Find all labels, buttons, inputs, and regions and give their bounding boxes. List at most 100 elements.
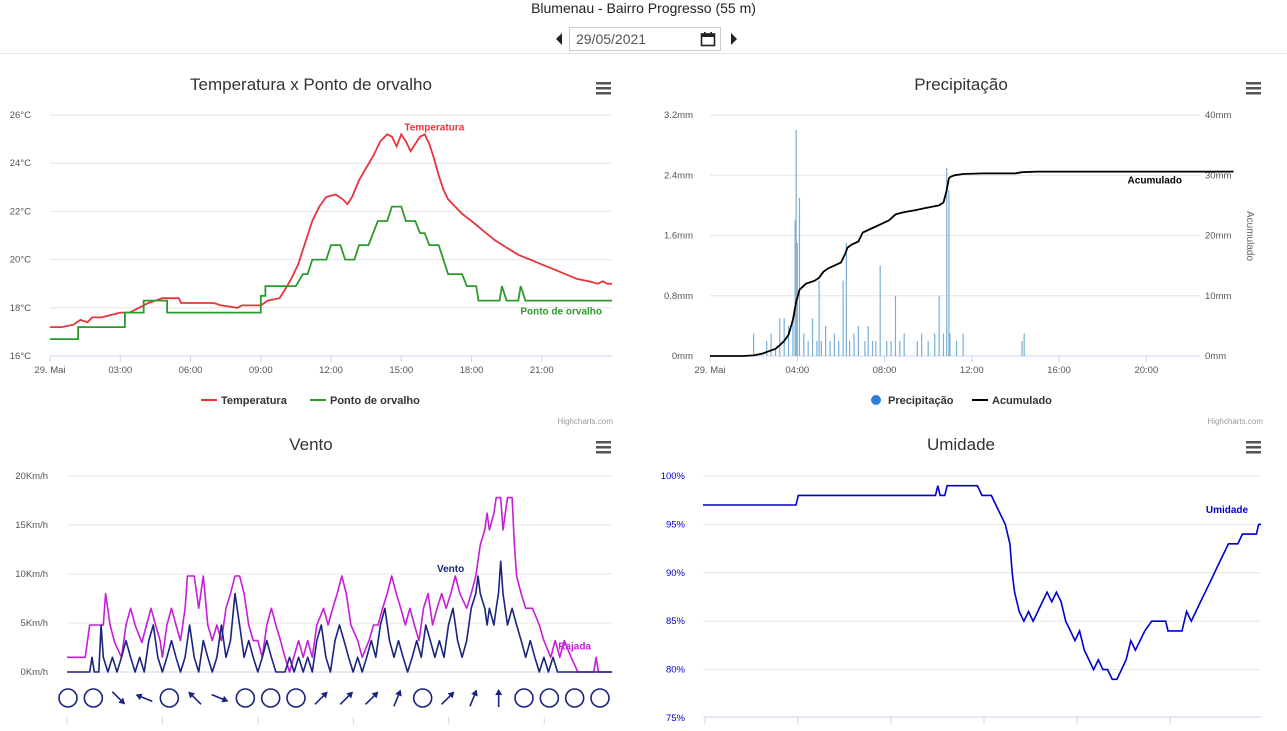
legend-item-ponto-de-orvalho[interactable]: Ponto de orvalho <box>310 395 420 407</box>
precip-bar[interactable] <box>794 220 796 356</box>
precip-bar[interactable] <box>798 197 801 356</box>
precip-bar[interactable] <box>811 318 814 356</box>
precip-bar[interactable] <box>842 280 844 356</box>
series-line-umidade[interactable] <box>703 484 1261 681</box>
precip-bar[interactable] <box>886 340 888 356</box>
wind-arrow-icon <box>188 691 202 705</box>
calendar-icon[interactable] <box>700 31 716 47</box>
precip-bar[interactable] <box>879 265 881 356</box>
precip-bar[interactable] <box>825 325 827 356</box>
humidity-chart: Umidade 75% 80% 85% 90% 95% 100% Umidade <box>661 435 1261 724</box>
series-label: Umidade <box>1206 505 1249 516</box>
legend: Temperatura Ponto de orvalho <box>201 395 420 407</box>
temperature-chart: Temperatura x Ponto de orvalho 16°C 18°C 2… <box>10 75 614 426</box>
next-day-icon[interactable] <box>729 32 739 46</box>
legend-item-temperatura[interactable]: Temperatura <box>201 395 288 407</box>
wind-direction-row <box>58 688 610 708</box>
calm-wind-icon <box>235 688 256 708</box>
precip-bar[interactable] <box>779 318 781 356</box>
y-tick-label: 20°C <box>10 255 31 266</box>
precip-bar[interactable] <box>795 130 797 356</box>
x-tick-label: 12:00 <box>960 365 984 376</box>
calm-wind-icon <box>514 688 534 708</box>
precip-bar[interactable] <box>833 333 835 356</box>
series-line-temperatura[interactable] <box>50 132 612 329</box>
precip-bar[interactable] <box>849 340 851 356</box>
series-label: Ponto de orvalho <box>520 307 602 318</box>
y-tick-label-right: 20mm <box>1205 231 1231 242</box>
legend-label: Precipitação <box>888 395 954 407</box>
precip-bar[interactable] <box>792 318 794 356</box>
precip-bar[interactable] <box>890 340 892 356</box>
precip-bar[interactable] <box>916 340 918 356</box>
previous-day-icon[interactable] <box>554 32 564 46</box>
legend-item-acumulado[interactable]: Acumulado <box>972 395 1052 407</box>
precip-bar[interactable] <box>829 340 831 356</box>
precip-bar[interactable] <box>942 333 945 356</box>
date-navigator: 29/05/2021 <box>0 27 1287 53</box>
y-tick-label: 16°C <box>10 351 31 362</box>
precip-bar[interactable] <box>774 348 777 356</box>
precip-bar[interactable] <box>845 243 847 356</box>
series-line-vento[interactable] <box>67 560 612 673</box>
precip-bar[interactable] <box>766 340 768 356</box>
precip-bar[interactable] <box>838 340 840 356</box>
menu-icon[interactable] <box>1246 82 1261 95</box>
precip-bar[interactable] <box>934 333 936 356</box>
calm-wind-icon <box>564 688 585 708</box>
date-input[interactable]: 29/05/2021 <box>569 27 721 51</box>
y-tick-label-left: 1.6mm <box>664 231 693 242</box>
menu-icon[interactable] <box>596 82 611 95</box>
precip-bar[interactable] <box>894 295 897 356</box>
series-line-acumulado[interactable] <box>710 170 1234 357</box>
precip-bar[interactable] <box>787 325 790 356</box>
credits-link[interactable]: Highcharts.com <box>557 417 613 426</box>
precip-bar[interactable] <box>816 340 818 356</box>
menu-icon[interactable] <box>1246 441 1261 454</box>
precip-bar[interactable] <box>927 340 929 356</box>
precipitation-chart: Precipitação 0mm 0.8mm 1.6mm 2.4mm 3.2mm 0mm 1… <box>664 75 1263 426</box>
legend-label: Acumulado <box>992 395 1052 407</box>
precip-bar[interactable] <box>818 280 820 356</box>
precip-bar[interactable] <box>962 333 964 356</box>
precip-bar[interactable] <box>857 325 859 356</box>
precip-bar[interactable] <box>853 333 855 356</box>
precip-bar[interactable] <box>807 340 809 356</box>
credits-link[interactable]: Highcharts.com <box>1207 417 1263 426</box>
precip-bar[interactable] <box>899 340 901 356</box>
chart-title: Temperatura x Ponto de orvalho <box>190 75 432 94</box>
series-line-ponto-de-orvalho[interactable] <box>50 205 612 341</box>
precip-bar[interactable] <box>864 340 866 356</box>
precip-bar[interactable] <box>867 325 869 356</box>
precip-bar[interactable] <box>946 167 948 356</box>
y-tick-label-right: 0mm <box>1205 351 1226 362</box>
precip-bar[interactable] <box>820 340 822 356</box>
precip-bar[interactable] <box>903 333 905 356</box>
precip-bar[interactable] <box>921 333 923 356</box>
y-tick-label: 22°C <box>10 206 31 217</box>
menu-icon[interactable] <box>596 441 611 454</box>
precip-bar[interactable] <box>1021 340 1023 356</box>
series-label: Vento <box>437 564 464 575</box>
station-title: Blumenau - Bairro Progresso (55 m) <box>531 0 756 16</box>
precip-bar[interactable] <box>938 295 940 356</box>
precip-bar[interactable] <box>783 318 785 356</box>
y-tick-label: 75% <box>666 713 686 724</box>
wind-arrow-icon <box>469 689 478 707</box>
precip-bar[interactable] <box>803 333 805 356</box>
precip-bar[interactable] <box>1023 333 1025 356</box>
legend-item-precipitacao[interactable]: Precipitação <box>871 395 954 407</box>
precip-bar[interactable] <box>770 333 772 356</box>
precip-bar[interactable] <box>955 340 958 356</box>
precip-bar[interactable] <box>753 333 755 356</box>
y-tick-label: 5Km/h <box>21 618 48 629</box>
wind-arrow-icon <box>339 691 354 705</box>
precip-bar[interactable] <box>949 333 951 356</box>
series-line-rajada[interactable] <box>67 496 612 673</box>
y-tick-label: 0Km/h <box>21 667 48 678</box>
precip-bar[interactable] <box>871 340 874 356</box>
precip-bar[interactable] <box>948 190 950 356</box>
y-tick-label-right: 30mm <box>1205 170 1231 181</box>
wind-arrow-icon <box>211 693 229 703</box>
precip-bar[interactable] <box>875 340 877 356</box>
